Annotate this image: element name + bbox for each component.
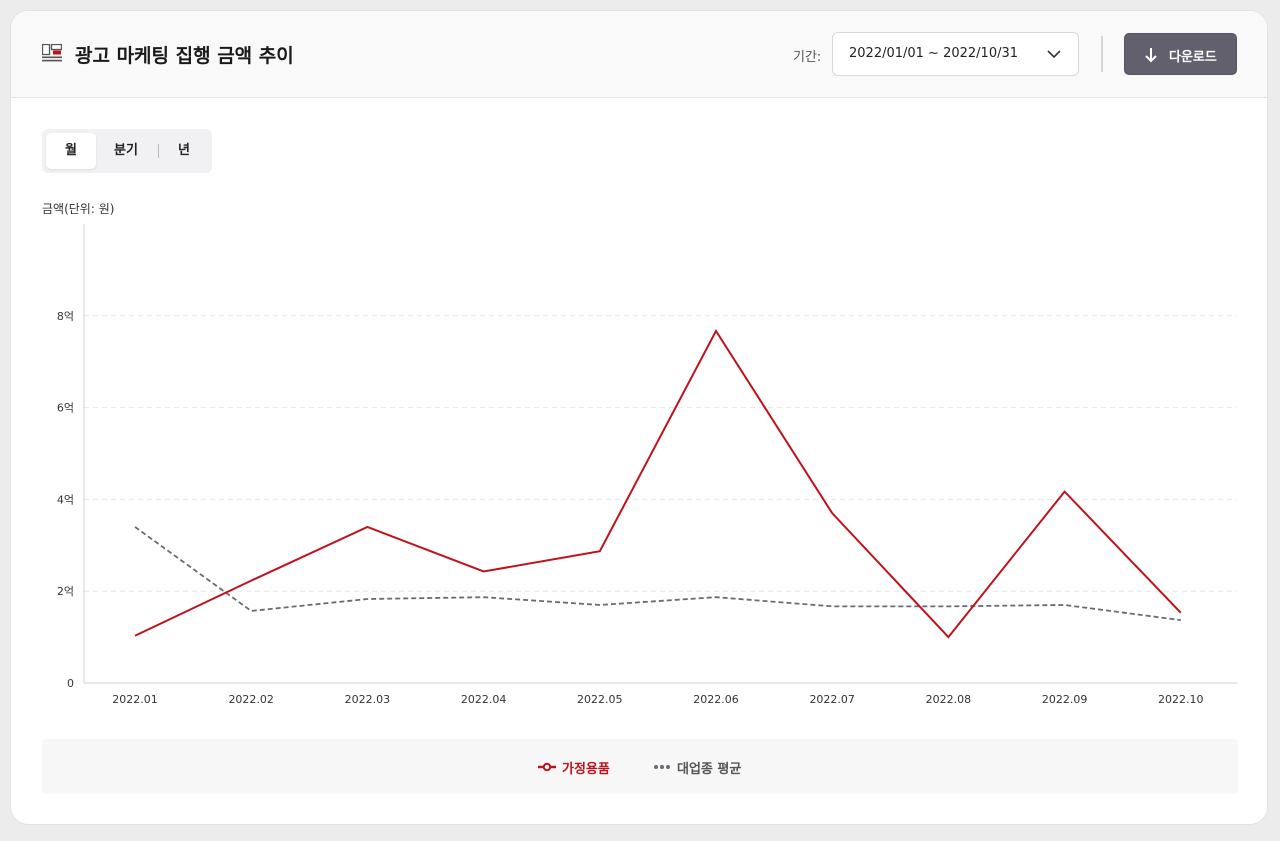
report-icon: [42, 44, 62, 62]
arrow-down-icon: [1145, 48, 1157, 63]
tab-divider: [158, 144, 159, 158]
chart-card: 광고 마케팅 집행 금액 추이 기간: 2022/01/01 ~ 2022/10…: [10, 10, 1268, 825]
period-tabs: 월 분기 년: [42, 129, 212, 173]
y-tick-label: 0: [67, 677, 74, 690]
tab-month[interactable]: 월: [46, 133, 96, 169]
dotted-line-icon: [654, 765, 670, 769]
x-tick-label: 2022.08: [926, 693, 972, 706]
solid-line-marker-icon: [538, 762, 556, 772]
y-tick-label: 6억: [57, 402, 74, 415]
series-line-primary: [134, 328, 1182, 639]
y-tick-label: 4억: [57, 493, 74, 506]
x-tick-label: 2022.05: [577, 693, 623, 706]
tab-year[interactable]: 년: [178, 143, 190, 158]
legend-label-average: 대업종 평균: [677, 762, 742, 777]
x-tick-label: 2022.09: [1042, 693, 1088, 706]
tab-quarter[interactable]: 분기: [114, 143, 138, 158]
x-tick-label: 2022.06: [693, 693, 739, 706]
card-header: 광고 마케팅 집행 금액 추이 기간: 2022/01/01 ~ 2022/10…: [11, 11, 1267, 98]
period-select[interactable]: 2022/01/01 ~ 2022/10/31: [832, 32, 1079, 76]
x-tick-label: 2022.03: [345, 693, 391, 706]
page-title: 광고 마케팅 집행 금액 추이: [75, 45, 294, 67]
x-tick-label: 2022.02: [228, 693, 274, 706]
period-label: 기간:: [793, 50, 822, 65]
chevron-down-icon: [1047, 50, 1061, 59]
x-tick-label: 2022.04: [461, 693, 507, 706]
download-label: 다운로드: [1169, 50, 1217, 65]
series-line-average: [134, 526, 1181, 622]
y-tick-label: 8억: [57, 310, 74, 323]
period-value: 2022/01/01 ~ 2022/10/31: [849, 46, 1019, 61]
x-tick-label: 2022.01: [112, 693, 158, 706]
x-tick-label: 2022.10: [1158, 693, 1204, 706]
chart-legend: 가정용품 대업종 평균: [42, 739, 1238, 794]
download-button[interactable]: 다운로드: [1124, 33, 1237, 75]
y-axis-label: 금액(단위: 원): [42, 202, 114, 216]
y-tick-label: 2억: [57, 585, 74, 598]
x-tick-label: 2022.07: [809, 693, 855, 706]
legend-label-primary: 가정용품: [562, 762, 610, 777]
header-divider: [1101, 36, 1103, 72]
